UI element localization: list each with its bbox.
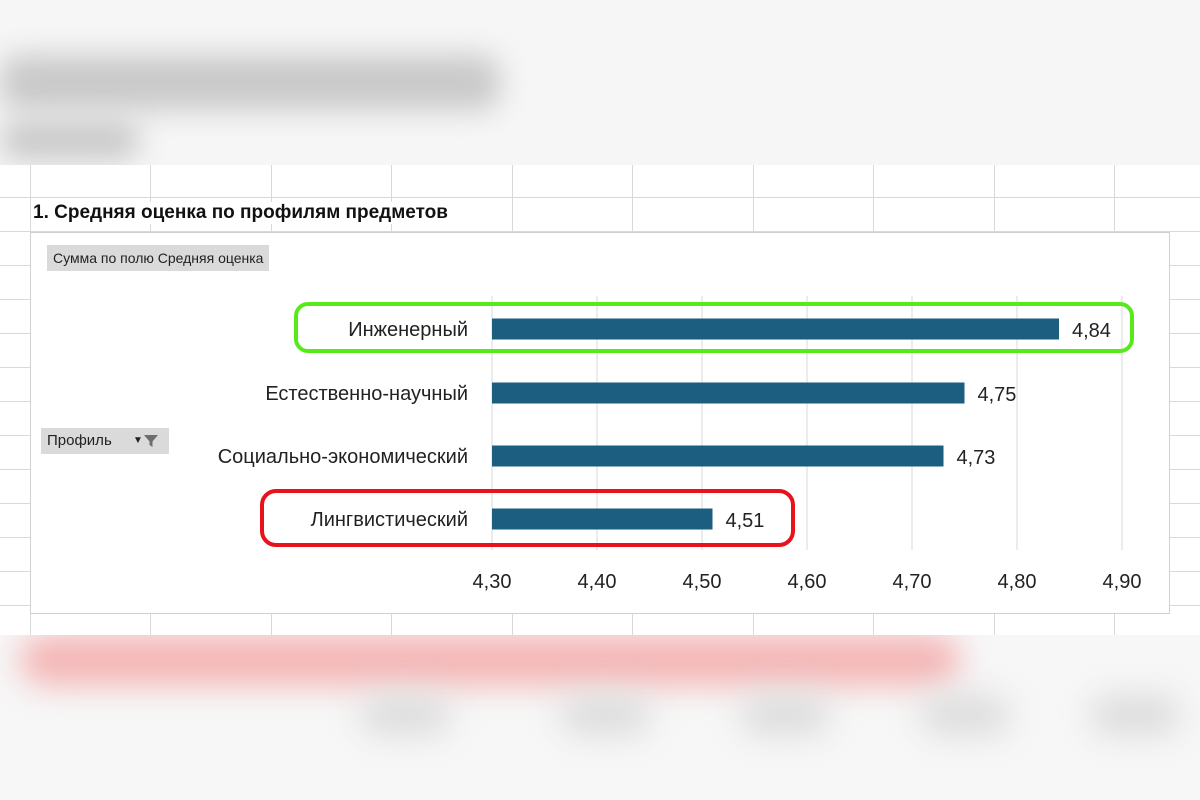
value-field-button[interactable]: Сумма по полю Средняя оценка [47,245,270,271]
blurred-text [0,55,500,110]
category-filter-button[interactable]: Профиль ▼ [41,428,169,454]
filter-icon [144,435,158,447]
highlight-bottom-category [260,489,795,547]
category-label: Лингвистический [311,509,468,531]
bar [492,318,1059,340]
x-tick-label: 4,90 [1103,571,1142,593]
x-tick-label: 4,50 [683,571,722,593]
bar [492,382,965,404]
data-label: 4,73 [957,447,996,469]
dropdown-arrow-icon: ▼ [133,435,143,446]
blurred-text [0,120,140,160]
data-label: 4,75 [978,384,1017,406]
x-tick-label: 4,70 [893,571,932,593]
category-label: Инженерный [348,319,468,341]
x-tick-label: 4,80 [998,571,1037,593]
blurred-highlight [20,635,960,685]
filter-field-label: Профиль [47,432,112,449]
x-tick-label: 4,40 [578,571,617,593]
category-label: Социально-экономический [218,446,468,468]
category-label: Естественно-научный [265,383,468,405]
bar [492,508,713,530]
chart-area [30,232,1170,614]
blurred-footer-area [0,635,1200,800]
blurred-header-area [0,0,1200,165]
x-tick-label: 4,60 [788,571,827,593]
data-label: 4,51 [726,510,765,532]
x-tick-label: 4,30 [473,571,512,593]
bar [492,445,944,467]
data-label: 4,84 [1072,320,1111,342]
highlight-top-category [294,302,1134,353]
chart-title: 1. Средняя оценка по профилям предметов [33,202,454,224]
